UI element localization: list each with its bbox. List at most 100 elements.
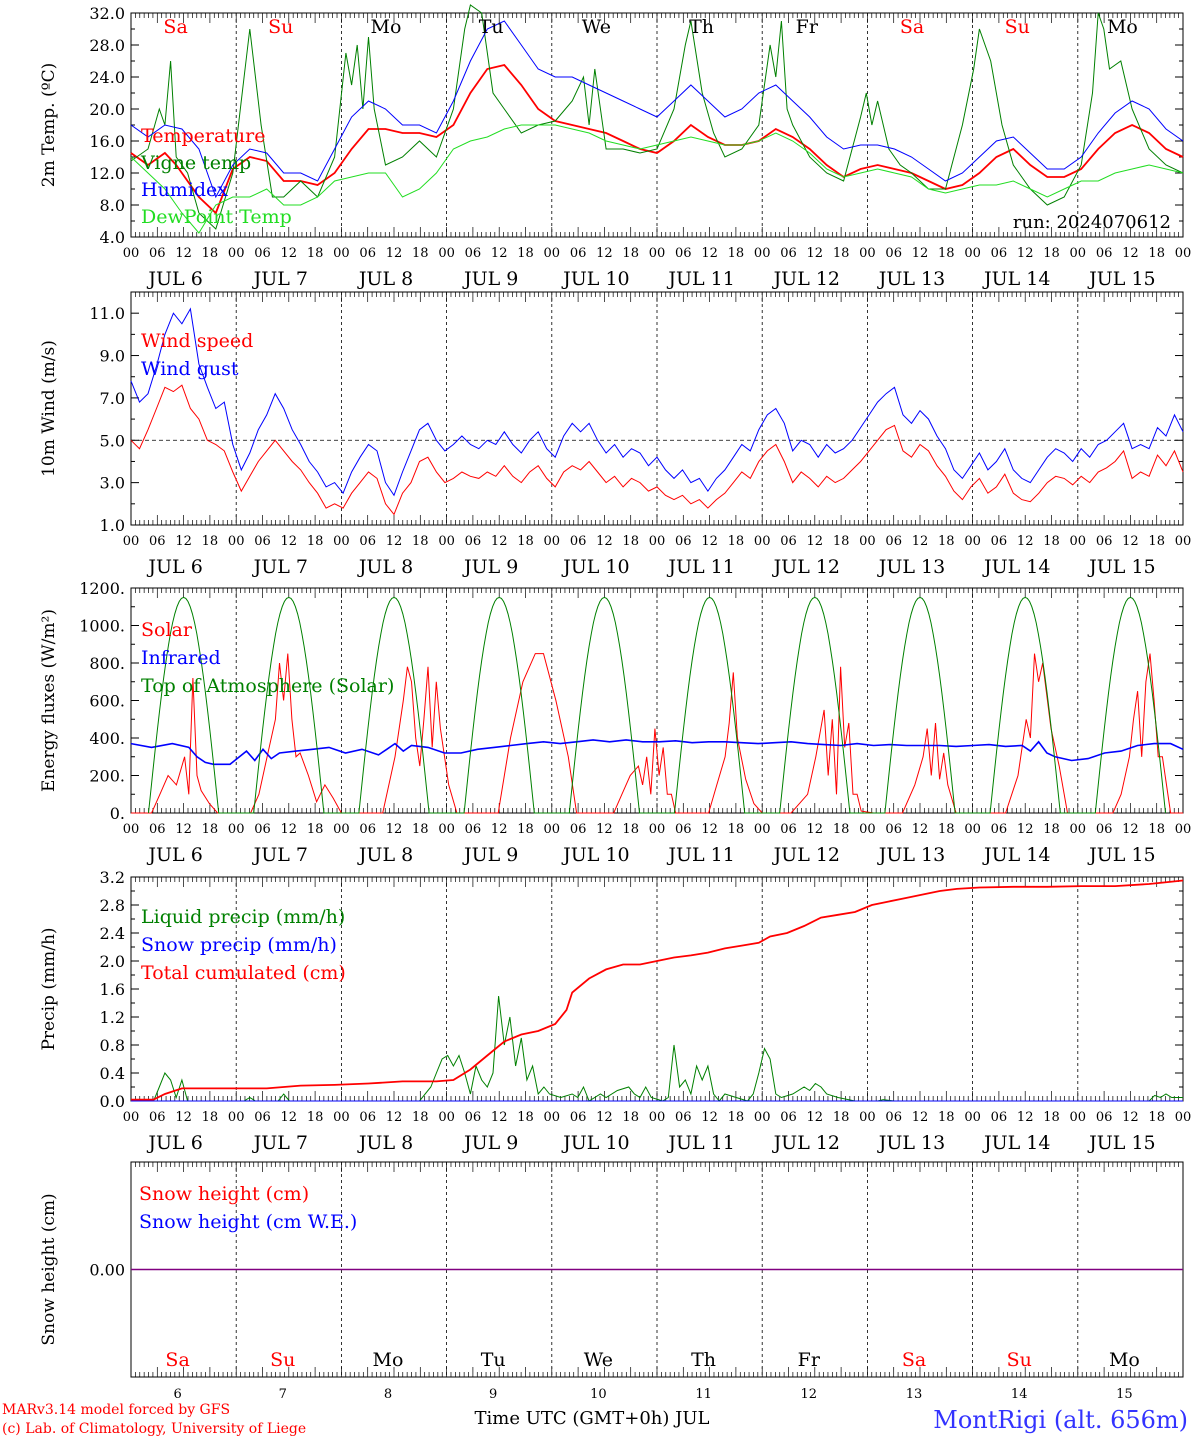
day-label: JUL 13 (877, 268, 945, 290)
y-tick-label: 8.0 (100, 196, 125, 215)
hour-tick-label: 12 (596, 246, 613, 261)
y-tick-label: 2.0 (100, 952, 125, 971)
hour-tick-label: 12 (807, 822, 824, 837)
day-number-label: 7 (279, 1387, 287, 1402)
hour-tick-label: 18 (307, 534, 324, 549)
hour-tick-label: 06 (254, 246, 271, 261)
hour-tick-label: 06 (149, 1110, 166, 1125)
hour-tick-label: 00 (964, 246, 981, 261)
weekday-label: Su (1007, 1349, 1032, 1371)
weekday-label: Th (691, 1349, 716, 1371)
hour-tick-label: 00 (964, 822, 981, 837)
y-tick-label: 1000. (79, 617, 125, 636)
plot-frame (130, 587, 1184, 814)
hour-tick-label: 00 (1070, 534, 1087, 549)
hour-tick-label: 06 (570, 534, 587, 549)
hour-tick-label: 06 (1096, 822, 1113, 837)
hour-tick-label: 12 (175, 246, 192, 261)
y-tick-label: 0.00 (89, 1261, 125, 1280)
hour-tick-label: 06 (675, 822, 692, 837)
day-label: JUL 10 (561, 556, 629, 578)
y-tick-label: 0.0 (100, 1092, 125, 1111)
hour-tick-label: 06 (465, 822, 482, 837)
hour-tick-label: 18 (412, 822, 429, 837)
hour-tick-label: 06 (991, 1110, 1008, 1125)
y-tick-label: 4.0 (100, 228, 125, 247)
day-label: JUL 15 (1087, 556, 1155, 578)
series-top-of-atmosphere-solar (148, 596, 1166, 814)
hour-tick-label: 06 (149, 246, 166, 261)
series-liquid-precip-mm-h (131, 995, 1183, 1102)
hour-tick-label: 06 (465, 1110, 482, 1125)
hour-tick-label: 00 (859, 534, 876, 549)
hour-tick-label: 06 (885, 534, 902, 549)
hour-tick-label: 00 (228, 1110, 245, 1125)
hour-tick-label: 06 (675, 246, 692, 261)
day-label: JUL 14 (982, 268, 1050, 290)
day-label: JUL 8 (357, 268, 413, 290)
hour-tick-label: 00 (649, 534, 666, 549)
hour-tick-label: 00 (438, 1110, 455, 1125)
hour-tick-label: 18 (1148, 246, 1165, 261)
y-tick-label: 16.0 (89, 132, 125, 151)
hour-tick-label: 12 (386, 1110, 403, 1125)
hour-tick-label: 06 (885, 1110, 902, 1125)
plot-frame (130, 12, 1184, 238)
hour-tick-label: 06 (359, 534, 376, 549)
hour-tick-label: 00 (649, 246, 666, 261)
day-label: JUL 6 (146, 268, 202, 290)
day-label: JUL 14 (982, 556, 1050, 578)
hour-tick-label: 00 (754, 534, 771, 549)
hour-tick-label: 06 (359, 1110, 376, 1125)
hour-tick-label: 18 (833, 534, 850, 549)
hour-tick-label: 06 (780, 246, 797, 261)
hour-tick-label: 18 (938, 534, 955, 549)
weekday-label: Su (1005, 16, 1030, 38)
day-number-label: 9 (489, 1387, 497, 1402)
hour-tick-label: 12 (1122, 1110, 1139, 1125)
day-number-label: 14 (1011, 1387, 1028, 1402)
y-tick-label: 0.4 (100, 1064, 125, 1083)
hour-tick-label: 00 (964, 534, 981, 549)
hour-tick-label: 12 (701, 246, 718, 261)
day-label: JUL 11 (666, 268, 734, 290)
hour-tick-label: 18 (517, 1110, 534, 1125)
day-number-label: 6 (173, 1387, 181, 1402)
hour-tick-label: 12 (701, 1110, 718, 1125)
y-tick-label: 2.4 (100, 924, 125, 943)
hour-tick-label: 00 (544, 1110, 561, 1125)
day-number-label: 11 (695, 1387, 712, 1402)
legend-entry: Vigne temp (140, 152, 251, 174)
weekday-label: Sa (163, 16, 187, 38)
hour-tick-label: 12 (596, 1110, 613, 1125)
y-tick-label: 11.0 (89, 304, 125, 323)
hour-tick-label: 00 (1175, 822, 1192, 837)
day-label: JUL 6 (146, 556, 202, 578)
y-axis-label: 10m Wind (m/s) (39, 340, 59, 477)
y-tick-label: 1.0 (100, 516, 125, 535)
hour-tick-label: 00 (438, 534, 455, 549)
hour-tick-label: 18 (1148, 822, 1165, 837)
hour-tick-label: 00 (859, 822, 876, 837)
hour-tick-label: 06 (780, 534, 797, 549)
hour-tick-label: 12 (491, 534, 508, 549)
hour-tick-label: 18 (622, 534, 639, 549)
weekday-label: We (582, 16, 611, 38)
series-wind-gust (130, 307, 1184, 497)
hour-tick-label: 06 (780, 1110, 797, 1125)
series-temperature (130, 63, 1184, 215)
hour-tick-label: 18 (307, 246, 324, 261)
hour-tick-label: 18 (728, 822, 745, 837)
hour-tick-label: 12 (912, 534, 929, 549)
hour-tick-label: 18 (1043, 1110, 1060, 1125)
hour-tick-label: 18 (833, 822, 850, 837)
day-number-label: 8 (384, 1387, 392, 1402)
legend-entry: DewPoint Temp (141, 206, 292, 228)
weekday-label: Tu (481, 1349, 506, 1371)
hour-tick-label: 18 (307, 1110, 324, 1125)
y-tick-label: 600. (89, 692, 125, 711)
y-tick-label: 3.2 (100, 868, 125, 887)
y-tick-label: 200. (89, 767, 125, 786)
y-tick-label: 2.8 (100, 896, 125, 915)
